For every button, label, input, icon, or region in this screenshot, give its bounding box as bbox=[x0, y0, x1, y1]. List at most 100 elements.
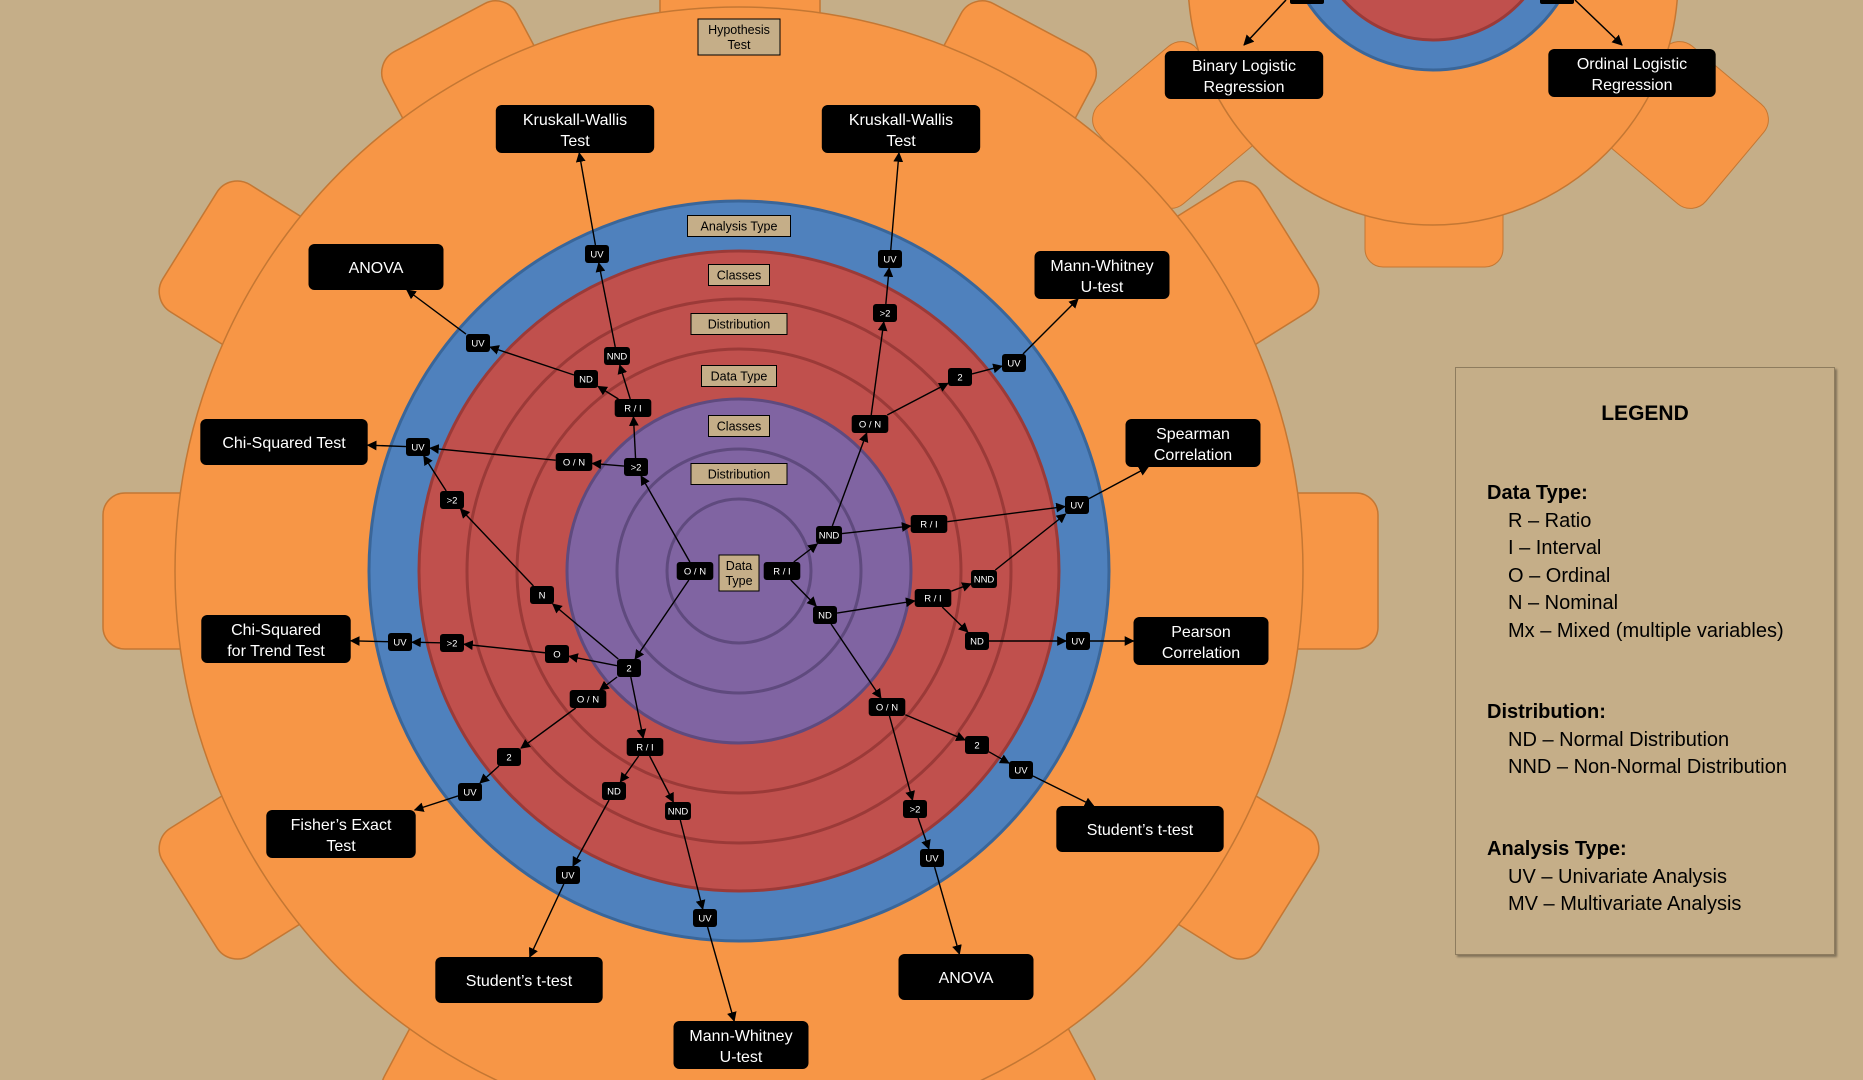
node-uv-4: UV bbox=[1002, 354, 1026, 372]
svg-text:Mann-Whitney: Mann-Whitney bbox=[1050, 258, 1153, 275]
legend-panel: LEGEND Data Type: R – Ratio I – Interval… bbox=[1455, 367, 1835, 955]
svg-text:for Trend Test: for Trend Test bbox=[227, 643, 325, 660]
node-nnd-tl: NND bbox=[604, 347, 630, 365]
edge-uv-7-chi-trend bbox=[349, 636, 389, 646]
test-anova-bottom: ANOVA bbox=[898, 954, 1034, 1000]
svg-text:>2: >2 bbox=[880, 309, 891, 320]
svg-text:>2: >2 bbox=[447, 639, 458, 650]
test-chi-squared: Chi-Squared Test bbox=[200, 419, 368, 465]
edge-uv-11-student-left bbox=[529, 883, 565, 958]
svg-text:Test: Test bbox=[326, 838, 356, 855]
legend-item: ND – Normal Distribution bbox=[1508, 728, 1730, 751]
test-pearson: Pearson Correlation bbox=[1133, 617, 1269, 665]
node-gt2-l: >2 bbox=[440, 634, 464, 652]
node-nd-a: ND bbox=[813, 606, 837, 624]
svg-text:R / I: R / I bbox=[920, 520, 937, 531]
edge-o-l-gt2-l bbox=[463, 640, 546, 654]
edge-nnd-a-ri-r1 bbox=[841, 522, 912, 535]
edge-gt2-a-ri-tl bbox=[629, 416, 639, 459]
node-uv-1: UV bbox=[585, 245, 609, 263]
edge-ri-c-nd-a bbox=[790, 579, 817, 607]
test-mann-top: Mann-Whitney U-test bbox=[1034, 251, 1170, 299]
layer-label-analysis: Analysis Type bbox=[687, 215, 791, 237]
node-on-c: O / N bbox=[676, 562, 714, 580]
edge-uv-5-chi-squared bbox=[366, 440, 407, 451]
node-uv-11: UV bbox=[556, 866, 580, 884]
edge-on-ll-two-l bbox=[520, 707, 577, 749]
legend-item: Mx – Mixed (multiple variables) bbox=[1508, 619, 1784, 642]
edge-on-br-two-br bbox=[905, 714, 966, 742]
edge-two-tr-uv-4 bbox=[971, 363, 1003, 375]
node-ri-bl: R / I bbox=[626, 738, 664, 756]
edge-gt2-l-uv-7 bbox=[411, 637, 441, 648]
edge-ri-tl-nnd-tl bbox=[617, 364, 631, 400]
svg-text:>2: >2 bbox=[447, 496, 458, 507]
svg-text:R / I: R / I bbox=[924, 594, 941, 605]
svg-text:UV: UV bbox=[561, 871, 575, 882]
node-nnd-b: NND bbox=[665, 802, 691, 820]
svg-text:Test: Test bbox=[560, 133, 590, 150]
node-o-l: O bbox=[545, 645, 569, 663]
legend-item: O – Ordinal bbox=[1508, 564, 1611, 587]
svg-text:Correlation: Correlation bbox=[1162, 645, 1240, 662]
svg-text:Correlation: Correlation bbox=[1154, 447, 1232, 464]
edge-nnd-a-on-tr bbox=[831, 432, 869, 527]
svg-text:Distribution: Distribution bbox=[708, 468, 771, 482]
node-on-tr: O / N bbox=[851, 415, 889, 433]
edge-on-l-uv-5 bbox=[429, 444, 556, 461]
edge-nnd-b-uv-13 bbox=[679, 819, 706, 910]
edge-nd-tl-uv-3 bbox=[489, 345, 575, 376]
svg-text:UV: UV bbox=[1071, 637, 1085, 648]
svg-text:NND: NND bbox=[668, 807, 689, 818]
test-anova-top: ANOVA bbox=[308, 244, 444, 290]
layer-label-distribution-outer: Distribution bbox=[690, 313, 788, 335]
edge-n-l-gt2-ul bbox=[459, 508, 534, 587]
main-gear bbox=[174, 6, 1304, 1080]
node-uv-10: UV bbox=[1009, 761, 1033, 779]
legend-section-analysis-type: Analysis Type: UV – Univariate Analysis … bbox=[1487, 836, 1741, 919]
svg-text:UV: UV bbox=[698, 914, 712, 925]
legend-item: I – Interval bbox=[1508, 537, 1602, 559]
svg-text:Type: Type bbox=[725, 574, 752, 588]
edge-two-a-ri-bl bbox=[630, 676, 647, 739]
svg-text:Mann-Whitney: Mann-Whitney bbox=[689, 1028, 792, 1045]
svg-text:Spearman: Spearman bbox=[1156, 426, 1230, 443]
node-uv-8: UV bbox=[1066, 632, 1090, 650]
svg-text:ND: ND bbox=[818, 611, 832, 622]
svg-text:Binary Logistic: Binary Logistic bbox=[1192, 58, 1296, 75]
svg-text:UV: UV bbox=[1070, 501, 1084, 512]
node-uv-5: UV bbox=[406, 438, 430, 456]
node-nnd-a: NND bbox=[816, 526, 842, 544]
edge-ri-c-nnd-a bbox=[793, 543, 819, 563]
test-student-right: Student’s t-test bbox=[1056, 806, 1224, 852]
edge-uv-9-fisher bbox=[413, 795, 459, 812]
edge-uv-3-anova-top bbox=[406, 289, 467, 335]
svg-text:Fisher’s Exact: Fisher’s Exact bbox=[291, 817, 392, 834]
legend-section-distribution: Distribution: ND – Normal Distribution N… bbox=[1487, 699, 1787, 782]
edge-nnd-r-uv-6 bbox=[994, 513, 1067, 571]
node-gt2-tr: >2 bbox=[873, 304, 897, 322]
layer-label-distribution-inner: Distribution bbox=[690, 463, 788, 485]
edge-gt2-ul-uv-5 bbox=[423, 455, 447, 492]
node-gt2-ul: >2 bbox=[440, 491, 464, 509]
node-gt2-a: >2 bbox=[624, 458, 648, 476]
svg-text:UV: UV bbox=[471, 339, 485, 350]
legend-item: MV – Multivariate Analysis bbox=[1508, 893, 1742, 915]
test-spearman: Spearman Correlation bbox=[1125, 419, 1261, 467]
svg-text:NND: NND bbox=[974, 575, 995, 586]
legend-heading: Analysis Type: bbox=[1487, 838, 1627, 860]
category-nodes: O / N R / I >2 2 NND ND O / N N O O / N R / I R / I… bbox=[388, 245, 1090, 927]
legend-heading: Distribution: bbox=[1487, 701, 1606, 723]
svg-text:Hypothesis: Hypothesis bbox=[708, 23, 770, 37]
svg-text:2: 2 bbox=[506, 753, 511, 764]
svg-text:UV: UV bbox=[463, 788, 477, 799]
svg-text:Distribution: Distribution bbox=[708, 318, 771, 332]
edge-uv-1-kruskal-left bbox=[575, 152, 597, 246]
svg-text:ND: ND bbox=[579, 375, 593, 386]
test-kruskal-right: Kruskall-Wallis Test bbox=[821, 105, 981, 153]
svg-text:Analysis Type: Analysis Type bbox=[701, 220, 778, 234]
edge-ri-r2-nnd-r bbox=[951, 582, 972, 592]
node-gt2-br: >2 bbox=[903, 800, 927, 818]
node-uv-12: UV bbox=[920, 849, 944, 867]
